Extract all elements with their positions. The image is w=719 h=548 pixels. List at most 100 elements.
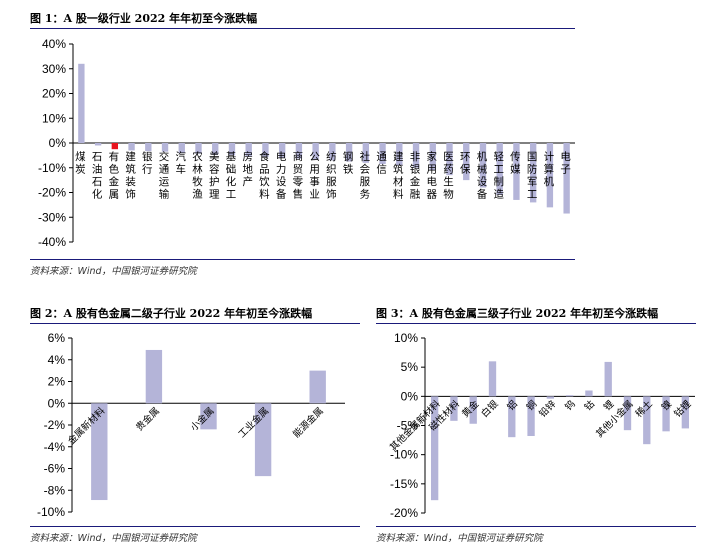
y-tick-label: -15%: [390, 477, 418, 491]
y-tick-label: 5%: [401, 360, 419, 374]
category-label: 美容护理: [209, 150, 220, 201]
bar: [379, 143, 386, 165]
category-label: 建筑材料: [393, 150, 404, 201]
bar: [145, 349, 163, 404]
category-label: 计算机: [544, 150, 555, 188]
category-label: 稀土: [633, 398, 655, 420]
bar: [565, 395, 574, 397]
category-label: 食品饮料: [259, 150, 270, 201]
y-tick-label: -2%: [44, 418, 66, 432]
bar: [546, 143, 554, 208]
bar: [309, 370, 326, 404]
y-tick-label: 10%: [394, 331, 418, 345]
bar: [111, 143, 119, 150]
y-tick-label: 4%: [48, 353, 66, 367]
figure-1-source: 资料来源：Wind，中国银河证券研究院: [30, 259, 575, 277]
bar: [623, 396, 632, 431]
bar: [94, 143, 102, 146]
bar: [145, 143, 152, 152]
bar: [529, 143, 537, 203]
category-label: 钴锂: [672, 398, 694, 420]
bar: [488, 361, 497, 397]
bar: [278, 143, 286, 158]
category-label: 房地产: [242, 150, 253, 188]
category-label: 银行: [142, 150, 153, 176]
bar: [228, 143, 236, 156]
category-label: 轻工制造: [493, 150, 504, 201]
y-tick-label: -20%: [38, 186, 66, 200]
bar: [91, 403, 108, 501]
bar: [479, 143, 487, 188]
y-tick-label: -20%: [390, 506, 418, 520]
category-label: 铜: [524, 398, 539, 413]
y-tick-label: 6%: [48, 331, 66, 345]
bar: [312, 143, 319, 160]
category-label: 传媒: [510, 151, 521, 176]
category-label: 煤炭: [75, 150, 86, 176]
bar: [546, 396, 555, 399]
bar: [295, 143, 303, 159]
category-label: 家用电器: [427, 150, 438, 201]
bar: [450, 396, 458, 421]
category-label: 社会服务: [360, 150, 371, 201]
category-label: 非银金融: [410, 151, 421, 201]
category-label: 铅锌: [537, 398, 559, 420]
bar: [254, 403, 272, 477]
y-tick-label: 0%: [48, 396, 66, 410]
figure-3-title: 图 3：A 股有色金属三级子行业 2022 年年初至今涨跌幅: [376, 305, 696, 324]
category-label: 农林牧渔: [192, 150, 203, 201]
category-label: 钴: [582, 398, 598, 414]
category-label: 建筑装饰: [125, 150, 136, 201]
y-tick-label: 20%: [42, 87, 66, 101]
y-tick-label: -30%: [38, 210, 66, 224]
category-label: 纺织服饰: [326, 150, 337, 201]
category-label: 汽车: [176, 150, 187, 176]
bar: [643, 396, 651, 445]
category-label: 钢铁: [343, 150, 354, 176]
bar: [496, 143, 503, 195]
category-label: 白银: [479, 398, 501, 420]
category-label: 石油石化: [92, 151, 103, 201]
bar: [396, 143, 403, 166]
bar: [563, 143, 570, 214]
y-tick-label: -8%: [44, 483, 66, 497]
y-tick-label: -6%: [44, 462, 66, 476]
category-label: 有色金属: [109, 150, 120, 201]
bar: [604, 361, 612, 397]
bar: [469, 396, 477, 424]
bar: [508, 396, 516, 438]
y-tick-label: 2%: [48, 375, 66, 389]
category-label: 钨: [563, 398, 578, 413]
category-label: 电力设备: [276, 150, 287, 201]
bar: [585, 390, 593, 397]
figure-1-title: 图 1：A 股一级行业 2022 年年初至今涨跌幅: [30, 10, 575, 29]
y-tick-label: 30%: [42, 62, 66, 76]
y-tick-label: -40%: [38, 235, 66, 249]
y-tick-label: 40%: [42, 37, 66, 51]
bar: [430, 396, 439, 501]
category-label: 电子: [560, 150, 571, 176]
figure-2-source: 资料来源：Wind，中国银河证券研究院: [30, 526, 360, 544]
y-tick-label: 0%: [401, 389, 419, 403]
y-tick-label: -4%: [44, 440, 66, 454]
bar: [329, 143, 336, 161]
bar: [513, 143, 520, 200]
category-label: 通信: [376, 151, 387, 176]
category-label: 国防军工: [527, 151, 538, 201]
category-label: 机械设备: [477, 150, 488, 201]
bar: [161, 143, 169, 152]
category-label: 环保: [460, 151, 471, 176]
bar: [345, 143, 353, 162]
y-tick-label: 10%: [42, 111, 66, 125]
bar: [463, 143, 470, 181]
bar: [681, 396, 690, 429]
bar: [128, 143, 135, 151]
category-label: 基础化工: [226, 150, 237, 201]
bar: [362, 143, 370, 163]
y-tick-label: -10%: [38, 161, 66, 175]
figure-2-title: 图 2：A 股有色金属二级子行业 2022 年年初至今涨跌幅: [30, 305, 360, 324]
bar: [212, 143, 219, 155]
